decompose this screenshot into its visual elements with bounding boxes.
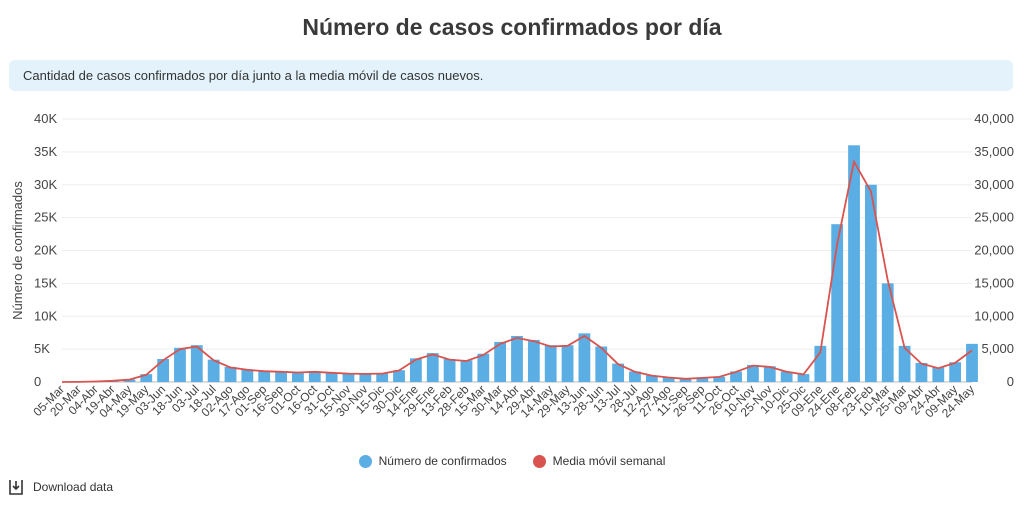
bar bbox=[292, 372, 304, 382]
bar bbox=[140, 374, 153, 382]
legend-item-confirmados[interactable]: Número de confirmados bbox=[358, 454, 507, 468]
left-tick-label: 10K bbox=[34, 308, 57, 323]
bar bbox=[224, 366, 237, 382]
bar bbox=[612, 363, 625, 382]
bar bbox=[848, 145, 860, 382]
bar bbox=[915, 362, 928, 382]
bar bbox=[881, 283, 894, 382]
bar bbox=[241, 369, 254, 382]
bar bbox=[409, 358, 422, 382]
right-axis-ticks: 0 5,000 10,000 15,000 20,000 25,000 30,000 35,0… bbox=[974, 111, 1014, 389]
bar bbox=[679, 378, 692, 382]
y-axis-label: Número de confirmados bbox=[10, 181, 25, 320]
legend-item-media-movil[interactable]: Media móvil semanal bbox=[532, 454, 666, 468]
right-tick-label: 15,000 bbox=[974, 275, 1014, 290]
bar bbox=[797, 374, 810, 382]
chart-subtitle: Cantidad de casos confirmados por día ju… bbox=[9, 60, 1013, 91]
left-tick-label: 30K bbox=[34, 177, 57, 192]
bar bbox=[629, 371, 641, 382]
right-tick-label: 10,000 bbox=[974, 308, 1014, 323]
bar bbox=[713, 376, 726, 382]
download-label: Download data bbox=[33, 480, 114, 494]
legend-bars-marker bbox=[358, 454, 372, 468]
bar bbox=[527, 339, 540, 382]
bar bbox=[494, 341, 507, 382]
bar bbox=[207, 359, 220, 382]
bar bbox=[426, 353, 439, 382]
bar bbox=[561, 345, 574, 382]
right-tick-label: 0 bbox=[1007, 374, 1014, 389]
right-tick-label: 35,000 bbox=[974, 144, 1014, 159]
bar bbox=[123, 379, 136, 382]
bar bbox=[932, 367, 945, 382]
right-tick-label: 25,000 bbox=[974, 210, 1014, 225]
bar bbox=[864, 184, 877, 382]
bar bbox=[376, 373, 389, 382]
bar bbox=[359, 373, 372, 382]
bar bbox=[898, 345, 911, 382]
bar bbox=[662, 377, 675, 382]
bar bbox=[393, 370, 405, 382]
bar bbox=[275, 371, 287, 382]
legend-line-marker bbox=[532, 454, 546, 468]
bar bbox=[511, 335, 523, 382]
left-tick-label: 0 bbox=[34, 374, 41, 389]
bar bbox=[595, 346, 608, 382]
legend-label-confirmados: Número de confirmados bbox=[378, 454, 507, 468]
bar bbox=[190, 345, 203, 382]
left-tick-label: 35K bbox=[34, 144, 57, 159]
bar bbox=[949, 362, 962, 382]
download-data-button[interactable]: Download data bbox=[9, 479, 113, 495]
bar bbox=[477, 353, 490, 382]
left-tick-label: 5K bbox=[34, 341, 50, 356]
bar bbox=[544, 345, 557, 382]
left-tick-label: 20K bbox=[34, 243, 57, 258]
bar bbox=[645, 375, 658, 382]
left-tick-label: 25K bbox=[34, 210, 57, 225]
left-tick-label: 15K bbox=[34, 275, 57, 290]
bar bbox=[443, 358, 456, 382]
bar bbox=[831, 224, 844, 382]
right-tick-label: 20,000 bbox=[974, 243, 1014, 258]
bar bbox=[730, 371, 742, 382]
bar bbox=[460, 360, 473, 382]
chart-title: Número de casos confirmados por día bbox=[302, 14, 722, 40]
bar bbox=[325, 372, 338, 382]
moving-average-line bbox=[61, 159, 973, 383]
bar bbox=[747, 364, 759, 382]
legend: Número de confirmados Media móvil semana… bbox=[0, 454, 1024, 468]
bar bbox=[578, 333, 591, 382]
bar bbox=[780, 371, 793, 382]
bar bbox=[696, 377, 709, 382]
left-tick-label: 40K bbox=[34, 111, 57, 126]
bar bbox=[174, 347, 186, 382]
right-tick-label: 5,000 bbox=[981, 341, 1014, 356]
bar bbox=[763, 366, 776, 382]
legend-label-media-movil: Media móvil semanal bbox=[552, 454, 666, 468]
bar bbox=[342, 373, 355, 382]
bar bbox=[966, 343, 978, 382]
right-tick-label: 40,000 bbox=[974, 111, 1014, 126]
bar bbox=[258, 370, 271, 382]
chart-grid bbox=[62, 118, 972, 383]
left-axis-ticks: 0 5K 10K 15K 20K 25K 30K 35K 40K bbox=[34, 111, 57, 389]
bar bbox=[814, 345, 827, 382]
bar bbox=[308, 371, 321, 382]
bar-series bbox=[72, 145, 978, 382]
right-tick-label: 30,000 bbox=[974, 177, 1014, 192]
bar bbox=[157, 358, 170, 382]
download-icon bbox=[9, 480, 23, 495]
chart-svg: 0 5K 10K 15K 20K 25K 30K 35K 40K 0 5,000 10,000 15,… bbox=[10, 111, 1014, 421]
x-axis-ticks: 05-Mar20-Mar04-Abr19-Abr04-May19-May03-J… bbox=[30, 382, 977, 421]
